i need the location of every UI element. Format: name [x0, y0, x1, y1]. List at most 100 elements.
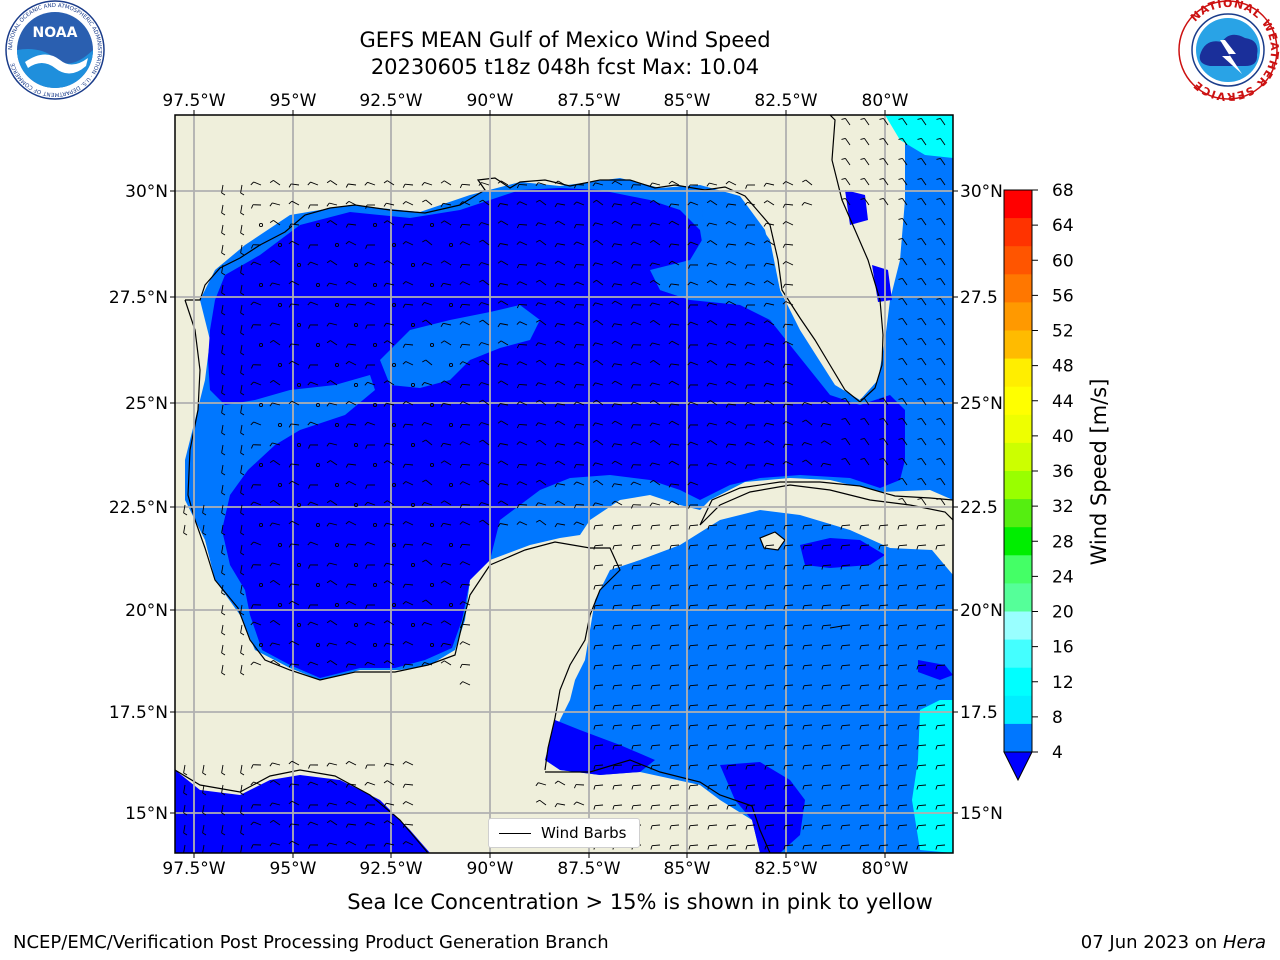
wind-barb-flag: [763, 462, 767, 467]
wind-barb-calm: [258, 402, 264, 408]
wind-barb-flag: [936, 157, 941, 160]
wind-barb-flag: [365, 324, 368, 329]
wind-barb-flag: [669, 845, 672, 850]
wind-barb: [291, 463, 300, 466]
wind-barb-flag: [821, 565, 824, 570]
wind-barb-flag: [764, 765, 767, 770]
wind-barb: [921, 318, 927, 326]
colorbar-segment: [1004, 583, 1032, 612]
wind-barb: [841, 744, 851, 747]
wind-barb-flag: [326, 780, 331, 784]
wind-barb-flag: [707, 645, 710, 650]
wind-barb: [671, 323, 680, 326]
wind-barb: [240, 464, 243, 473]
wind-barb: [557, 180, 566, 186]
wind-barb-flag: [459, 361, 464, 365]
wind-barb-flag: [593, 725, 596, 730]
wind-barb-flag: [478, 502, 482, 506]
wind-barb: [921, 418, 927, 426]
wind-barb: [936, 644, 946, 647]
wind-barb-flag: [535, 462, 539, 467]
wind-barb-flag: [383, 202, 387, 207]
wind-barb-flag: [936, 297, 941, 300]
wind-barb-flag: [745, 785, 748, 790]
wind-barb-flag: [440, 620, 445, 624]
wind-barb-flag: [688, 645, 691, 650]
wind-barb-flag: [383, 260, 388, 264]
wind-barb-flag: [440, 660, 445, 664]
wind-barb: [594, 544, 604, 547]
wind-barb-flag: [326, 660, 331, 664]
wind-barb-flag: [802, 179, 807, 183]
wind-barb: [576, 201, 585, 206]
wind-barb: [803, 584, 813, 587]
wind-barb-flag: [402, 361, 407, 365]
wind-barb-calm: [277, 362, 283, 368]
wind-barb-flag: [240, 832, 245, 836]
wind-barb-flag: [706, 280, 711, 284]
wind-barb: [633, 401, 642, 406]
wind-barb: [613, 624, 623, 627]
wind-barb-flag: [535, 439, 540, 443]
wind-barb: [822, 604, 832, 607]
wind-barb: [917, 604, 927, 607]
wind-barb: [443, 442, 452, 446]
wind-barb: [221, 824, 224, 833]
wind-barb-calm: [410, 502, 416, 508]
wind-barb-flag: [497, 483, 501, 488]
wind-barb-flag: [459, 281, 464, 285]
wind-barb: [670, 744, 680, 747]
wind-barb: [653, 280, 661, 286]
wind-barb: [183, 784, 186, 793]
wind-barb-flag: [650, 525, 653, 530]
wind-barb: [539, 799, 547, 806]
wind-barb-flag: [897, 745, 900, 750]
wind-barb: [481, 182, 490, 186]
wind-barb: [330, 580, 338, 586]
wind-barb: [671, 243, 680, 246]
wind-barb: [404, 583, 414, 586]
wind-barb-flag: [497, 500, 502, 504]
wind-barb: [766, 302, 775, 306]
wind-barb-flag: [497, 260, 502, 264]
wind-barb-flag: [916, 645, 919, 650]
wind-barb-flag: [802, 665, 805, 670]
wind-barb: [386, 402, 395, 406]
wind-barb-flag: [345, 801, 350, 805]
wind-barb-calm: [334, 542, 340, 548]
wind-barb: [519, 401, 528, 406]
wind-barb-flag: [459, 304, 463, 309]
wind-barb: [462, 321, 471, 326]
wind-barb: [367, 301, 376, 306]
wind-barb-flag: [669, 765, 672, 770]
wind-barb-flag: [592, 462, 596, 467]
wind-barb: [747, 401, 756, 406]
wind-barb-calm: [391, 422, 397, 428]
wind-barb-flag: [745, 645, 748, 650]
wind-barb-flag: [308, 804, 311, 809]
wind-barb-flag: [535, 782, 539, 787]
wind-barb: [708, 744, 718, 747]
wind-barb: [917, 584, 927, 587]
wind-barb-flag: [269, 340, 274, 343]
wind-barb-calm: [277, 542, 283, 548]
wind-barb: [272, 642, 281, 646]
wind-barb: [902, 218, 908, 226]
wind-barb-flag: [288, 423, 292, 428]
wind-barb-flag: [592, 319, 597, 323]
wind-barb: [746, 604, 756, 607]
wind-barb: [864, 398, 870, 406]
wind-barb-flag: [422, 199, 427, 203]
wind-barb: [329, 562, 338, 566]
wind-barb-flag: [630, 441, 634, 446]
wind-barb: [240, 244, 243, 253]
wind-barb-flag: [345, 543, 349, 548]
wind-barb-flag: [288, 600, 293, 605]
wind-barb-flag: [745, 805, 748, 810]
lat-label: 30°N: [960, 182, 1003, 202]
wind-barb-flag: [801, 402, 805, 406]
wind-barb: [746, 644, 756, 647]
wind-barb-flag: [250, 621, 254, 626]
wind-barb: [461, 383, 471, 386]
wind-barb: [329, 762, 338, 766]
